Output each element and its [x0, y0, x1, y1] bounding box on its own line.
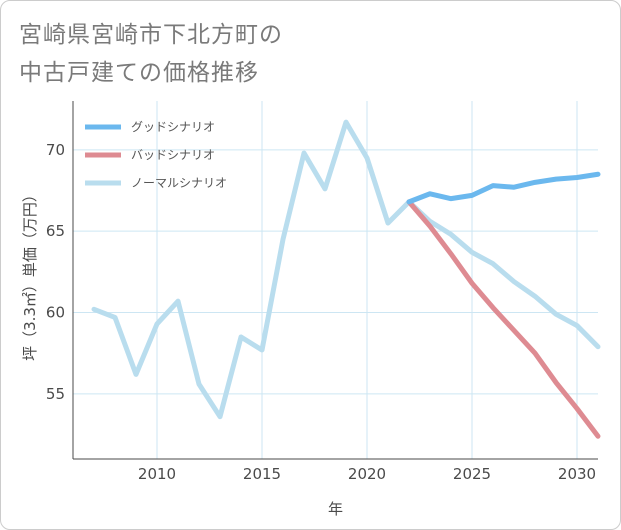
- y-tick-label: 65: [46, 222, 65, 240]
- series-line-0: [406, 171, 601, 205]
- y-tick-label: 70: [46, 141, 65, 159]
- x-tick-label: 2020: [348, 465, 386, 483]
- x-tick-label: 2030: [558, 465, 596, 483]
- chart-title-line-1: 宮崎県宮崎市下北方町の: [19, 22, 283, 48]
- y-axis-label: 坪（3.3㎡）単価（万円）: [21, 187, 39, 361]
- x-tick-label: 2015: [243, 465, 281, 483]
- legend-label-0: グッドシナリオ: [131, 120, 215, 134]
- legend-label-2: ノーマルシナリオ: [131, 176, 227, 190]
- series-line-2: [91, 119, 601, 420]
- x-tick-label: 2010: [138, 465, 176, 483]
- y-tick-label: 55: [46, 385, 65, 403]
- legend-label-1: バッドシナリオ: [131, 148, 215, 162]
- x-axis-label: 年: [328, 500, 343, 518]
- chart-title-line-2: 中古戸建ての価格推移: [19, 60, 259, 86]
- x-tick-label: 2025: [453, 465, 491, 483]
- series-line-1: [406, 199, 601, 439]
- y-tick-label: 60: [46, 304, 65, 322]
